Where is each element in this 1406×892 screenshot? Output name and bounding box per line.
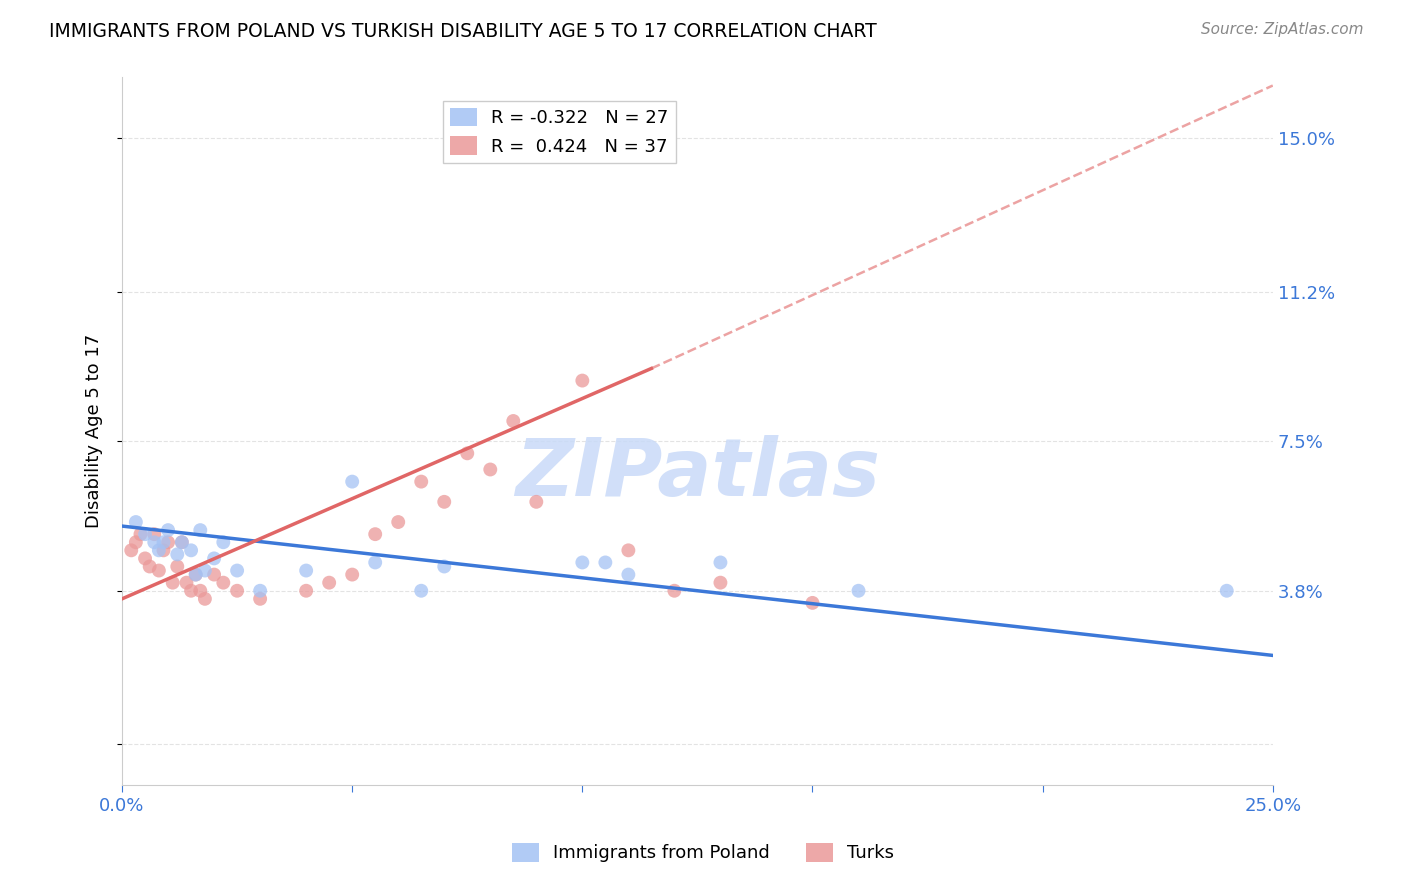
Point: [364, 527, 387, 541]
Point: [188, 523, 211, 537]
Point: [143, 535, 166, 549]
Point: [148, 564, 170, 578]
Legend: Immigrants from Poland, Turks: Immigrants from Poland, Turks: [505, 836, 901, 870]
Point: [212, 535, 235, 549]
Y-axis label: Disability Age 5 to 17: Disability Age 5 to 17: [86, 334, 103, 528]
Point: [134, 527, 156, 541]
Legend: R = -0.322   N = 27, R =  0.424   N = 37: R = -0.322 N = 27, R = 0.424 N = 37: [443, 101, 676, 162]
Point: [212, 575, 235, 590]
Point: [194, 564, 217, 578]
Point: [456, 446, 478, 460]
Point: [1216, 583, 1239, 598]
Point: [387, 515, 409, 529]
Point: [433, 559, 456, 574]
Point: [120, 543, 142, 558]
Point: [157, 523, 180, 537]
Point: [152, 543, 174, 558]
Point: [226, 583, 249, 598]
Point: [595, 556, 617, 570]
Point: [152, 535, 174, 549]
Point: [184, 567, 207, 582]
Point: [617, 567, 640, 582]
Point: [188, 583, 211, 598]
Point: [848, 583, 870, 598]
Point: [709, 575, 731, 590]
Point: [433, 495, 456, 509]
Point: [125, 515, 148, 529]
Point: [166, 559, 188, 574]
Point: [709, 556, 731, 570]
Point: [249, 583, 271, 598]
Text: Source: ZipAtlas.com: Source: ZipAtlas.com: [1201, 22, 1364, 37]
Point: [340, 567, 363, 582]
Point: [170, 535, 193, 549]
Point: [364, 556, 387, 570]
Point: [138, 559, 160, 574]
Point: [176, 575, 198, 590]
Point: [157, 535, 180, 549]
Point: [125, 535, 148, 549]
Point: [571, 374, 593, 388]
Point: [340, 475, 363, 489]
Point: [202, 551, 225, 566]
Point: [571, 556, 593, 570]
Point: [148, 543, 170, 558]
Point: [411, 475, 433, 489]
Point: [166, 547, 188, 561]
Text: IMMIGRANTS FROM POLAND VS TURKISH DISABILITY AGE 5 TO 17 CORRELATION CHART: IMMIGRANTS FROM POLAND VS TURKISH DISABI…: [49, 22, 877, 41]
Point: [194, 591, 217, 606]
Point: [184, 567, 207, 582]
Point: [801, 596, 824, 610]
Point: [226, 564, 249, 578]
Point: [180, 543, 202, 558]
Point: [249, 591, 271, 606]
Point: [664, 583, 686, 598]
Point: [318, 575, 340, 590]
Point: [202, 567, 225, 582]
Point: [134, 551, 156, 566]
Point: [617, 543, 640, 558]
Point: [479, 462, 502, 476]
Text: ZIPatlas: ZIPatlas: [515, 434, 880, 513]
Point: [295, 564, 318, 578]
Point: [143, 527, 166, 541]
Point: [180, 583, 202, 598]
Point: [524, 495, 547, 509]
Point: [129, 527, 152, 541]
Point: [295, 583, 318, 598]
Point: [170, 535, 193, 549]
Point: [411, 583, 433, 598]
Point: [502, 414, 524, 428]
Point: [162, 575, 184, 590]
